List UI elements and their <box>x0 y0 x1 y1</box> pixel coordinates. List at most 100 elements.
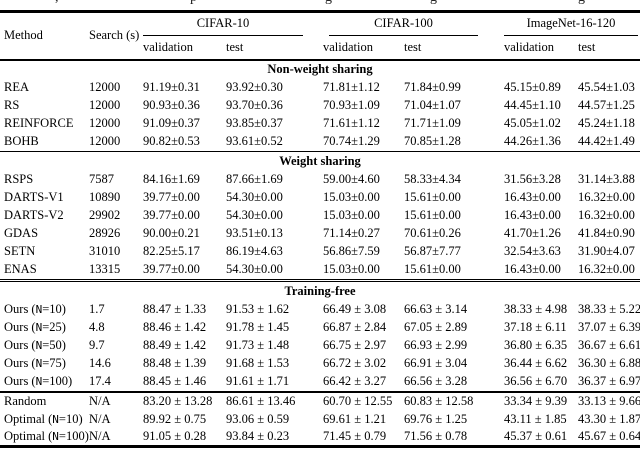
cifar100-test-cell: 56.87±7.77 <box>404 244 461 259</box>
cifar100-validation-cell: 66.87 ± 2.84 <box>323 320 387 335</box>
imagenet-test-cell: 45.24±1.18 <box>578 116 635 130</box>
imagenet-validation-cell: 16.43±0.00 <box>504 190 561 205</box>
cifar10-test-cell: 93.92±0.30 <box>226 80 283 94</box>
cifar100-test-cell: 15.61±0.00 <box>404 262 461 277</box>
imagenet-validation-cell: 33.34 ± 9.39 <box>504 394 568 409</box>
caption-fragment: g <box>430 0 437 6</box>
search-seconds-cell: 28926 <box>89 226 121 241</box>
table-row-ours-n-10: Ours (N=10) 1.7 88.47 ± 1.33 91.53 ± 1.62 66… <box>0 301 640 319</box>
section-header-non-weight-sharing: Non-weight sharing <box>0 60 640 79</box>
cifar10-test-cell: 93.85±0.37 <box>226 116 283 130</box>
method-cell: REA <box>4 80 29 94</box>
method-cell: DARTS-V2 <box>4 208 64 223</box>
imagenet-validation-cell: 45.05±1.02 <box>504 116 561 130</box>
group-header-imagenet-16-120: ImageNet-16-120 <box>504 12 640 36</box>
cifar100-validation-cell: 71.61±1.12 <box>323 116 380 130</box>
horizontal-rule <box>0 278 640 282</box>
cifar100-validation-cell: 69.61 ± 1.21 <box>323 412 387 427</box>
cifar10-validation-cell: 39.77±0.00 <box>143 190 200 205</box>
caption-fragment: g <box>325 0 332 6</box>
imagenet-validation-cell: 37.18 ± 6.11 <box>504 320 567 335</box>
method-cell: Ours (N=50) <box>4 338 66 353</box>
search-seconds-cell: 13315 <box>89 262 121 277</box>
cifar100-test-cell: 66.91 ± 3.04 <box>404 356 468 371</box>
cifar100-validation-cell: 70.74±1.29 <box>323 134 380 148</box>
cifar10-validation-cell: 91.19±0.31 <box>143 80 200 94</box>
group-header-cifar100: CIFAR-100 <box>323 12 504 36</box>
cifar100-test-cell: 15.61±0.00 <box>404 208 461 223</box>
imagenet-test-cell: 16.32±0.00 <box>578 208 635 223</box>
imagenet-test-cell: 16.32±0.00 <box>578 262 635 277</box>
imagenet-validation-cell: 38.33 ± 4.98 <box>504 302 568 317</box>
table-row-random: Random N/A 83.20 ± 13.28 86.61 ± 13.46 60.70… <box>0 393 640 411</box>
section-title: Non-weight sharing <box>267 62 373 76</box>
method-cell: Ours (N=75) <box>4 356 66 371</box>
table-row-optimal-n-10: Optimal (N=10) N/A 89.92 ± 0.75 93.06 ± 0.5… <box>0 411 640 429</box>
typewriter-n: N <box>52 413 59 427</box>
imagenet-test-cell: 44.57±1.25 <box>578 98 635 112</box>
imagenet-validation-cell: 43.11 ± 1.85 <box>504 412 567 427</box>
typewriter-n: N <box>35 339 43 353</box>
cifar100-validation-cell: 60.70 ± 12.55 <box>323 394 393 409</box>
cifar100-validation-cell: 66.75 ± 2.97 <box>323 338 387 353</box>
typewriter-n: N <box>35 375 43 389</box>
section-separator-rule <box>0 150 640 152</box>
search-seconds-cell: 9.7 <box>89 338 105 353</box>
typewriter-n: N <box>52 430 59 444</box>
cifar10-test-cell: 91.61 ± 1.71 <box>226 374 290 389</box>
cifar10-validation-cell: 39.77±0.00 <box>143 262 200 277</box>
imagenet-test-cell: 43.30 ± 1.87 <box>578 412 640 427</box>
cifar10-validation-cell: 83.20 ± 13.28 <box>143 394 213 409</box>
search-seconds-cell: 7587 <box>89 172 114 187</box>
table-row-rsps: RSPS 7587 84.16±1.69 87.66±1.69 59.00±4.60 58… <box>0 171 640 189</box>
cifar10-test-cell: 93.84 ± 0.23 <box>226 429 290 444</box>
subheader-imagenet-validation: validation <box>504 35 578 61</box>
method-cell: ENAS <box>4 262 37 277</box>
cifar100-validation-cell: 15.03±0.00 <box>323 208 380 223</box>
imagenet-validation-cell: 31.56±3.28 <box>504 172 561 187</box>
cifar10-test-cell: 91.68 ± 1.53 <box>226 356 290 371</box>
imagenet-test-cell: 36.30 ± 6.88 <box>578 356 640 371</box>
cifar100-test-cell: 71.56 ± 0.78 <box>404 429 468 444</box>
imagenet-test-cell: 41.84±0.90 <box>578 226 635 241</box>
horizontal-rule <box>0 390 640 393</box>
cifar100-validation-cell: 56.86±7.59 <box>323 244 380 259</box>
cifar10-validation-cell: 84.16±1.69 <box>143 172 200 187</box>
method-cell: DARTS-V1 <box>4 190 64 205</box>
cifar10-validation-cell: 39.77±0.00 <box>143 208 200 223</box>
cifar10-test-cell: 91.78 ± 1.45 <box>226 320 290 335</box>
nas-benchmark-results-table: Method Search (s) CIFAR-10 CIFAR-100 Ima… <box>0 10 640 449</box>
subheader-imagenet-test: test <box>578 35 640 61</box>
imagenet-validation-cell: 36.44 ± 6.62 <box>504 356 568 371</box>
imagenet-test-cell: 36.67 ± 6.61 <box>578 338 640 353</box>
cifar10-validation-cell: 90.00±0.21 <box>143 226 200 241</box>
table-row-gdas: GDAS 28926 90.00±0.21 93.51±0.13 71.14±0.27 7… <box>0 225 640 243</box>
method-cell: GDAS <box>4 226 39 241</box>
cifar100-validation-cell: 59.00±4.60 <box>323 172 380 187</box>
search-seconds-cell: 29902 <box>89 208 121 223</box>
section-header-training-free: Training-free <box>0 282 640 301</box>
caption-fragment: , <box>55 0 59 6</box>
imagenet-validation-cell: 41.70±1.26 <box>504 226 561 241</box>
cifar100-validation-cell: 71.81±1.12 <box>323 80 380 94</box>
imagenet-test-cell: 31.90±4.07 <box>578 244 635 259</box>
cifar100-validation-cell: 71.14±0.27 <box>323 226 380 241</box>
cifar10-test-cell: 91.73 ± 1.48 <box>226 338 290 353</box>
cifar10-test-cell: 93.70±0.36 <box>226 98 283 112</box>
typewriter-n: N <box>35 357 43 371</box>
imagenet-test-cell: 33.13 ± 9.66 <box>578 394 640 409</box>
imagenet-validation-cell: 44.26±1.36 <box>504 134 561 148</box>
search-seconds-cell: N/A <box>89 429 111 444</box>
method-cell: BOHB <box>4 134 39 148</box>
imagenet-test-cell: 31.14±3.88 <box>578 172 635 187</box>
cifar10-test-cell: 54.30±0.00 <box>226 208 283 223</box>
section-title: Weight sharing <box>279 153 361 168</box>
method-cell: Optimal (N=100) <box>4 429 89 444</box>
cifar10-validation-cell: 88.46 ± 1.42 <box>143 320 207 335</box>
section-title: Training-free <box>284 283 356 298</box>
cifar10-validation-cell: 88.49 ± 1.42 <box>143 338 207 353</box>
imagenet-validation-cell: 16.43±0.00 <box>504 208 561 223</box>
search-seconds-cell: N/A <box>89 394 111 409</box>
cifar100-test-cell: 71.04±1.07 <box>404 98 461 112</box>
horizontal-rule <box>0 150 640 152</box>
